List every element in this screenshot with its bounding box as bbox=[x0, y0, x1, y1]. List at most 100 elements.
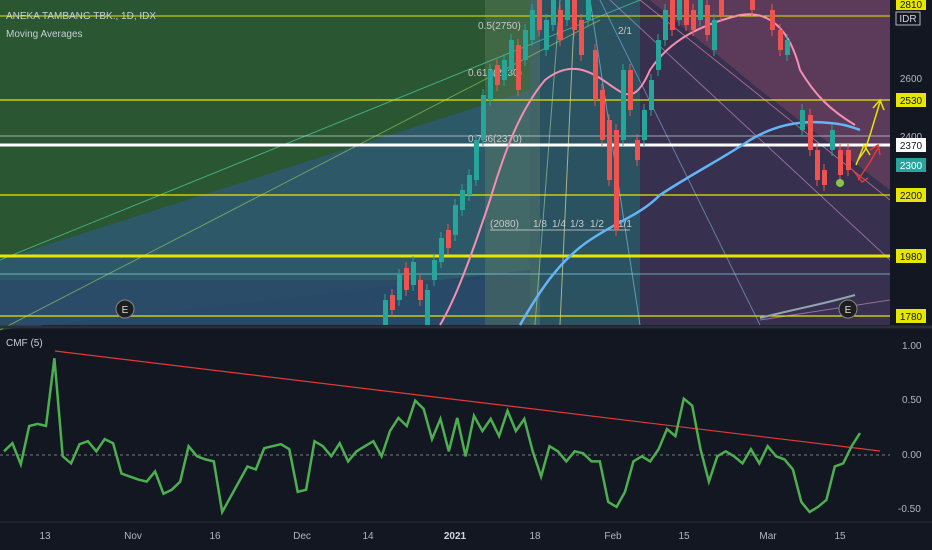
candle-body bbox=[822, 170, 827, 185]
time-tick: Dec bbox=[293, 531, 311, 542]
candle-body bbox=[418, 280, 423, 300]
earnings-label: E bbox=[845, 305, 852, 316]
fib-label-8: 1/1 bbox=[618, 219, 632, 230]
chart-title[interactable]: ANEKA TAMBANG TBK., 1D, IDX bbox=[6, 11, 156, 22]
candle-body bbox=[649, 80, 654, 110]
time-tick: Feb bbox=[604, 531, 622, 542]
fib-zone-teal bbox=[530, 0, 640, 325]
earnings-label: E bbox=[122, 305, 129, 316]
price-tag-2300 bbox=[896, 158, 926, 172]
indicator-label[interactable]: Moving Averages bbox=[6, 29, 83, 40]
price-label-2530: 2530 bbox=[900, 96, 923, 107]
time-tick-year: 2021 bbox=[444, 531, 467, 542]
fib-label-6: 1/3 bbox=[570, 219, 584, 230]
candle-body bbox=[593, 50, 598, 100]
candle-body bbox=[785, 40, 790, 55]
candle-body bbox=[411, 262, 416, 285]
candle-body bbox=[830, 130, 835, 150]
fib-labels: 0.5(2750) 0.618(2630) 0.786(2370) (2080)… bbox=[468, 21, 632, 230]
time-tick: 15 bbox=[678, 531, 690, 542]
cmf-label[interactable]: CMF (5) bbox=[6, 338, 43, 349]
candle-body bbox=[838, 150, 843, 175]
candle-body bbox=[705, 5, 710, 35]
cmf-series-line bbox=[3, 358, 862, 516]
candle-body bbox=[750, 0, 755, 10]
candle-body bbox=[390, 295, 395, 310]
time-tick: Mar bbox=[759, 531, 777, 542]
price-label-2400: 2400 bbox=[900, 132, 923, 143]
price-tag-2530 bbox=[896, 93, 926, 107]
fib-label-2: 0.786(2370) bbox=[468, 134, 522, 145]
candle-body bbox=[530, 10, 535, 40]
candle-body bbox=[544, 20, 549, 50]
candle-body bbox=[691, 10, 696, 30]
fib-label-5: 1/4 bbox=[552, 219, 566, 230]
time-tick: 14 bbox=[362, 531, 374, 542]
cmf-pane: 1.00 0.50 0.00 -0.50 bbox=[0, 341, 922, 516]
price-tag-1980 bbox=[896, 249, 926, 263]
candle-body bbox=[600, 90, 605, 140]
fan-line-4 bbox=[559, 0, 576, 326]
candle-body bbox=[712, 20, 717, 50]
candle-body bbox=[481, 95, 486, 140]
fan-line-9 bbox=[759, 299, 891, 321]
earnings-icon[interactable] bbox=[115, 299, 135, 319]
candlesticks bbox=[383, 0, 851, 325]
candle-body bbox=[383, 300, 388, 325]
candle-body bbox=[614, 130, 619, 230]
candle-body bbox=[628, 70, 633, 110]
candle-body bbox=[698, 0, 703, 20]
ma-long bbox=[518, 120, 861, 326]
candle-body bbox=[815, 150, 820, 180]
time-axis: 13 Nov 16 Dec 14 2021 18 Feb 15 Mar 15 bbox=[39, 531, 846, 542]
candle-body bbox=[509, 40, 514, 70]
candle-body bbox=[800, 110, 805, 130]
ma-200 bbox=[759, 294, 856, 319]
time-tick: Nov bbox=[124, 531, 142, 542]
candle-body bbox=[439, 238, 444, 262]
fib-fan-zone-blue bbox=[0, 90, 530, 325]
candle-body bbox=[586, 0, 591, 20]
fan-line-6 bbox=[599, 0, 761, 326]
cmf-tick-3: 0.00 bbox=[902, 450, 922, 461]
fib-label-3: (2080) bbox=[490, 219, 519, 230]
candle-body bbox=[516, 45, 521, 90]
earnings-icon[interactable] bbox=[838, 299, 858, 319]
time-tick: 13 bbox=[39, 531, 51, 542]
cmf-trend-line bbox=[54, 350, 881, 452]
cmf-tick-4: -0.50 bbox=[898, 504, 921, 515]
arrow-up-yellow-head bbox=[872, 98, 885, 111]
price-label-1980: 1980 bbox=[900, 252, 923, 263]
price-pane bbox=[0, 0, 890, 330]
candle-body bbox=[656, 40, 661, 70]
price-label-1780: 1780 bbox=[900, 312, 923, 323]
fib-label-1: 0.618(2630) bbox=[468, 68, 522, 79]
currency-badge[interactable] bbox=[895, 11, 921, 26]
price-tag-1780 bbox=[896, 309, 926, 323]
candle-body bbox=[404, 268, 409, 290]
candle-body bbox=[572, 0, 577, 30]
candle-body bbox=[621, 70, 626, 140]
candle-body bbox=[778, 30, 783, 50]
candle-body bbox=[808, 115, 813, 150]
price-label-2600: 2600 bbox=[900, 74, 923, 85]
fib-label-9: 2/1 bbox=[618, 26, 632, 37]
cmf-tick-1: 1.00 bbox=[902, 341, 922, 352]
price-label-2200: 2200 bbox=[900, 191, 923, 202]
candle-body bbox=[446, 230, 451, 248]
candle-body bbox=[488, 70, 493, 100]
fib-label-0: 0.5(2750) bbox=[478, 21, 521, 32]
time-tick: 15 bbox=[834, 531, 846, 542]
price-axis: 2810 IDR 2600 2530 2400 2370 2300 2200 1… bbox=[890, 0, 932, 325]
candle-body bbox=[607, 120, 612, 180]
candle-body bbox=[397, 275, 402, 300]
candle-body bbox=[635, 140, 640, 160]
currency-label: IDR bbox=[899, 14, 916, 25]
candle-body bbox=[663, 10, 668, 40]
fan-line-3 bbox=[534, 0, 561, 326]
cmf-tick-2: 0.50 bbox=[902, 395, 922, 406]
fib-label-7: 1/2 bbox=[590, 219, 604, 230]
candle-body bbox=[467, 175, 472, 195]
candle-body bbox=[684, 0, 689, 25]
arrow-red-down bbox=[852, 169, 869, 184]
